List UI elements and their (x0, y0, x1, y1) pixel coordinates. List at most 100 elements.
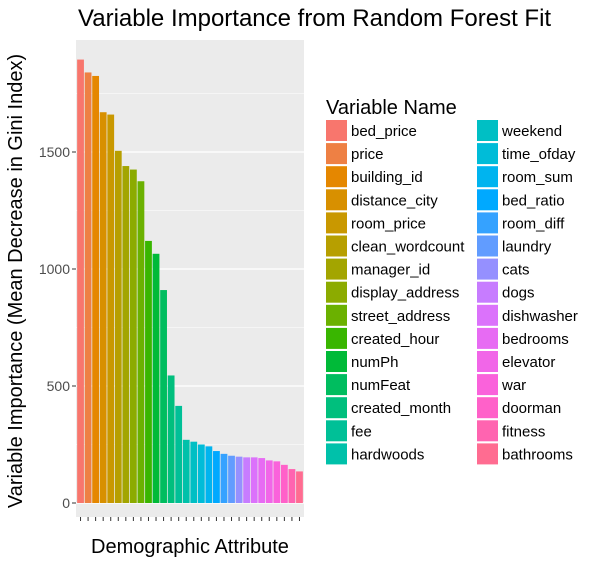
bar-display-address (129, 169, 137, 504)
legend-label: price (351, 146, 384, 163)
legend-label: created_month (351, 400, 451, 417)
legend-swatch (326, 420, 347, 442)
legend-label: room_diff (502, 215, 565, 232)
legend-swatch (326, 258, 347, 280)
bar-dogs (243, 457, 251, 503)
bar-cats (235, 456, 243, 503)
legend-label: doorman (502, 400, 561, 417)
bar-bed-ratio (213, 451, 220, 503)
bar-war (273, 461, 281, 503)
y-tick-label: 1500 (39, 144, 70, 160)
bar-building-id (92, 75, 100, 503)
legend-swatch (326, 397, 347, 419)
bar-doorman (280, 464, 288, 503)
bar-numPh (152, 253, 160, 503)
bar-room-diff (220, 453, 228, 503)
legend-swatch (477, 397, 498, 419)
bar-bed-price (77, 59, 84, 503)
legend-label: manager_id (351, 262, 430, 279)
legend-swatch (477, 374, 498, 396)
legend-swatch (326, 189, 347, 211)
bar-bathrooms (296, 471, 303, 503)
y-tick-label: 500 (47, 378, 71, 394)
legend-label: war (501, 377, 526, 394)
y-tick-label: 1000 (39, 261, 70, 277)
bar-room-price (107, 114, 115, 503)
bar-street-address (137, 181, 145, 503)
chart-title: Variable Importance from Random Forest F… (78, 5, 551, 32)
legend-swatch (477, 189, 498, 211)
legend-label: distance_city (351, 192, 438, 209)
legend-label: clean_wordcount (351, 239, 465, 256)
bar-manager-id (122, 166, 130, 504)
legend-swatch (477, 143, 498, 165)
bar-clean-wordcount (114, 150, 122, 503)
y-tick-label: 0 (62, 495, 70, 511)
legend-swatch (326, 235, 347, 257)
x-axis-label: Demographic Attribute (91, 536, 289, 558)
legend-swatch (326, 212, 347, 234)
bar-created-month (167, 375, 175, 503)
legend-label: bathrooms (502, 446, 573, 463)
bar-elevator (265, 460, 273, 503)
legend-swatch (326, 374, 347, 396)
legend-label: hardwoods (351, 446, 424, 463)
bar-room-sum (205, 446, 213, 503)
legend-label: numFeat (351, 377, 411, 394)
legend-swatch (326, 281, 347, 303)
legend-label: bed_price (351, 123, 417, 140)
legend-label: cats (502, 262, 530, 279)
legend-swatch (326, 443, 347, 465)
legend-swatch (326, 351, 347, 372)
legend-swatch (326, 327, 347, 349)
legend-label: dogs (502, 285, 535, 302)
legend-label: elevator (502, 354, 555, 371)
bar-dishwasher (250, 457, 258, 503)
bar-price (84, 72, 92, 503)
legend-label: numPh (351, 354, 399, 371)
legend-label: bed_ratio (502, 192, 565, 209)
bar-distance-city (99, 112, 107, 503)
bar-weekend (190, 441, 198, 503)
legend-label: laundry (502, 239, 552, 256)
y-axis-label: Variable Importance (Mean Decrease in Gi… (5, 54, 27, 508)
legend-swatch (326, 143, 347, 165)
bar-laundry (228, 455, 235, 503)
legend-swatch (477, 258, 498, 280)
legend: bed_pricepricebuilding_iddistance_cityro… (326, 120, 578, 465)
legend-swatch (477, 420, 498, 442)
legend-swatch (477, 327, 498, 349)
legend-label: room_sum (502, 169, 573, 186)
legend-swatch (477, 281, 498, 303)
legend-label: fitness (502, 423, 545, 440)
legend-swatch (326, 166, 347, 188)
legend-label: bedrooms (502, 331, 569, 348)
legend-swatch (477, 120, 498, 141)
legend-label: time_ofday (502, 146, 576, 163)
x-axis (80, 517, 300, 521)
legend-swatch (477, 166, 498, 188)
bar-fee (175, 405, 183, 503)
legend-swatch (326, 304, 347, 326)
legend-label: fee (351, 423, 372, 440)
bar-time-ofday (197, 444, 205, 503)
legend-label: created_hour (351, 331, 439, 348)
legend-label: building_id (351, 169, 423, 186)
legend-label: display_address (351, 285, 459, 302)
bar-bedrooms (258, 458, 266, 503)
legend-swatch (477, 443, 498, 465)
legend-swatch (326, 120, 347, 141)
legend-swatch (477, 235, 498, 257)
legend-swatch (477, 351, 498, 372)
bars (77, 59, 303, 504)
bar-hardwoods (182, 439, 190, 503)
bar-created-hour (145, 240, 152, 504)
legend-label: dishwasher (502, 308, 578, 325)
legend-label: weekend (501, 123, 562, 140)
y-axis: 0 500 1000 1500 (39, 144, 76, 511)
legend-label: room_price (351, 215, 426, 232)
legend-label: street_address (351, 308, 450, 325)
bar-fitness (288, 469, 296, 503)
legend-title: Variable Name (326, 97, 457, 119)
